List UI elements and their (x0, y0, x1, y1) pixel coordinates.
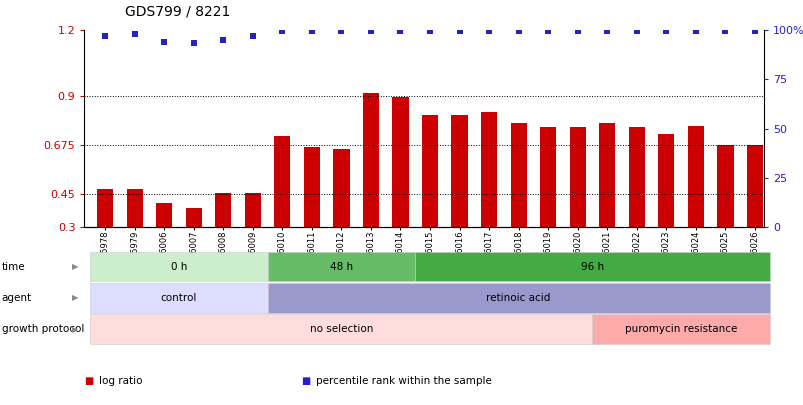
Point (187, 40, 200, 47)
Point (571, 28, 584, 35)
Bar (687, 126, 703, 227)
Bar (126, 189, 143, 227)
Bar (215, 193, 231, 227)
Point (718, 28, 731, 35)
Point (128, 30, 141, 37)
Bar (569, 128, 585, 227)
Bar (362, 93, 378, 227)
Bar (274, 136, 290, 227)
Point (423, 28, 436, 35)
Point (600, 28, 613, 35)
Point (335, 28, 348, 35)
Point (246, 32, 259, 39)
Point (482, 28, 495, 35)
Point (275, 28, 288, 35)
Text: 96 h: 96 h (581, 262, 603, 272)
Text: ▶: ▶ (72, 293, 79, 303)
Point (688, 28, 702, 35)
Text: GDS799 / 8221: GDS799 / 8221 (124, 4, 230, 18)
Point (393, 28, 406, 35)
Bar (392, 97, 408, 227)
Point (217, 37, 230, 43)
Point (453, 28, 466, 35)
Point (364, 28, 377, 35)
Bar (333, 149, 349, 227)
Bar (628, 128, 644, 227)
Text: ■: ■ (301, 376, 311, 386)
Point (659, 28, 672, 35)
Bar (450, 115, 467, 227)
Text: 48 h: 48 h (329, 262, 353, 272)
Text: control: control (161, 293, 197, 303)
Point (748, 28, 760, 35)
Text: log ratio: log ratio (99, 376, 142, 386)
Bar (185, 208, 202, 227)
Text: agent: agent (2, 293, 31, 303)
Bar (510, 123, 526, 227)
Point (630, 28, 642, 35)
Text: ▶: ▶ (72, 262, 79, 271)
Bar (156, 203, 172, 227)
Point (305, 28, 318, 35)
Text: ■: ■ (84, 376, 94, 386)
Bar (746, 145, 762, 227)
Point (157, 39, 170, 46)
Bar (716, 145, 732, 227)
Bar (422, 115, 438, 227)
Bar (244, 193, 261, 227)
Text: time: time (2, 262, 25, 272)
Point (99, 32, 112, 39)
Point (541, 28, 554, 35)
Text: retinoic acid: retinoic acid (486, 293, 550, 303)
Text: no selection: no selection (309, 324, 373, 334)
Text: ▶: ▶ (72, 324, 79, 334)
Bar (540, 128, 556, 227)
Bar (598, 123, 614, 227)
Point (512, 28, 524, 35)
Text: percentile rank within the sample: percentile rank within the sample (316, 376, 491, 386)
Text: puromycin resistance: puromycin resistance (624, 324, 736, 334)
Bar (658, 134, 674, 227)
Bar (480, 112, 496, 227)
Text: 0 h: 0 h (170, 262, 187, 272)
Bar (304, 147, 320, 227)
Bar (97, 189, 113, 227)
Text: growth protocol: growth protocol (2, 324, 84, 334)
